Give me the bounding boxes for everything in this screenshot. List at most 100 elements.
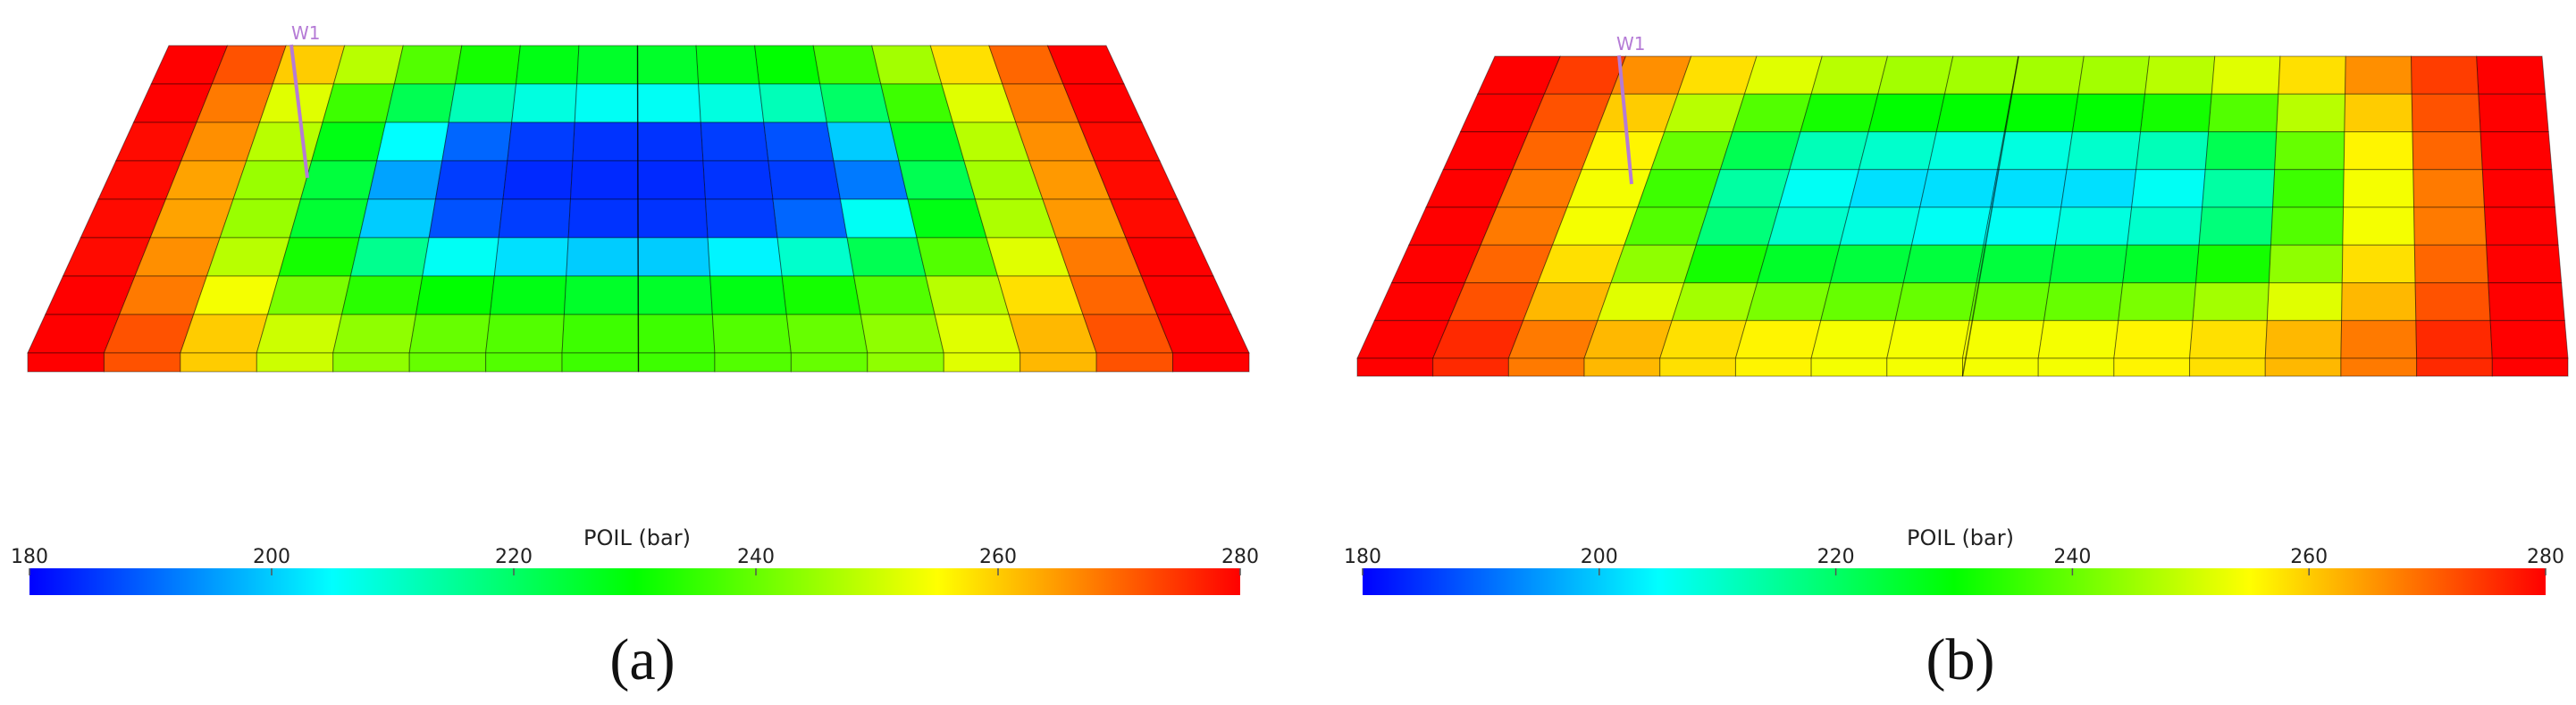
grid-cell (2037, 320, 2119, 359)
grid-cell (2192, 282, 2270, 322)
grid-cell (1877, 55, 1954, 95)
grid-cell (574, 83, 639, 123)
grid-cell (349, 237, 430, 277)
grid-cell (1910, 206, 1992, 246)
grid-side-cell (867, 352, 944, 373)
grid-cell (278, 237, 360, 277)
grid-cell (428, 198, 504, 239)
grid-cell (812, 45, 882, 85)
grid-cell (2413, 206, 2488, 246)
grid-side-cell (2037, 357, 2115, 377)
grid-cell (1695, 206, 1780, 246)
grid-cell (569, 160, 639, 200)
grid-cell (2342, 206, 2415, 246)
grid-side-cell (790, 352, 868, 373)
grid-cell (2410, 55, 2480, 95)
grid-cell (1650, 131, 1733, 171)
grid-cell (2343, 131, 2414, 171)
grid-cell (256, 314, 343, 354)
grid-cell (2345, 55, 2412, 95)
grid-cell (272, 45, 346, 85)
grid-cell (2060, 169, 2137, 208)
grid-cell (2478, 93, 2549, 132)
grid-cell (1156, 314, 1250, 354)
reservoir-grid (1356, 55, 2569, 377)
grid-cell (1919, 169, 1999, 208)
grid-cell (1927, 131, 2005, 171)
grid-cell (1566, 169, 1652, 208)
grid-cell (454, 45, 521, 85)
grid-cell (772, 198, 848, 239)
grid-cell (299, 160, 378, 200)
colorbar-tick-label: 220 (495, 546, 533, 568)
grid-cell (2414, 282, 2491, 322)
grid-cell (833, 160, 909, 200)
grid-cell (1810, 320, 1896, 359)
grid-cell (1624, 206, 1709, 246)
grid-cell (1968, 282, 2051, 322)
grid-side-cell (1095, 352, 1174, 373)
grid-cell (2131, 169, 2206, 208)
grid-cell (1990, 169, 2068, 208)
grid-cell (1767, 206, 1850, 246)
grid-cell (408, 314, 491, 354)
grid-side-cell (2113, 357, 2191, 377)
grid-cell (1849, 169, 1929, 208)
grid-side-cell (2264, 357, 2342, 377)
grid-cell (1935, 93, 2012, 132)
grid-cell (1829, 244, 1913, 283)
grid-side-cell (1432, 357, 1509, 377)
reservoir-grid (27, 45, 1250, 373)
colorbar-title: POIL (bar) (583, 525, 691, 550)
grid-cell (2140, 93, 2212, 132)
grid-cell (2272, 169, 2345, 208)
grid-cell (2486, 244, 2563, 283)
grid-cell (2122, 244, 2200, 283)
grid-side-cell (943, 352, 1021, 373)
grid-cell (1961, 320, 2045, 359)
grid-cell (1637, 169, 1722, 208)
grid-cell (2198, 206, 2274, 246)
grid-cell (134, 237, 221, 277)
grid-cell (2415, 320, 2493, 359)
grid-side-cell (256, 352, 334, 373)
grid-cell (489, 275, 567, 315)
grid-cell (219, 198, 302, 239)
well-trajectory (1617, 55, 1633, 185)
grid-cell (2202, 169, 2276, 208)
colorbar-tick-label: 220 (1817, 546, 1855, 568)
grid-cell (2476, 55, 2547, 95)
grid-cell (2010, 55, 2085, 95)
grid-cell (636, 45, 700, 85)
grid-cell (515, 45, 580, 85)
grid-cell (441, 122, 513, 162)
grid-cell (637, 237, 711, 277)
grid-cell (332, 45, 404, 85)
grid-cell (2413, 244, 2489, 283)
grid-cell (485, 314, 565, 354)
grid-side-cell (561, 352, 639, 373)
grid-side-cell (1356, 357, 1434, 377)
grid-cell (763, 122, 835, 162)
grid-cell (2412, 131, 2483, 171)
grid-cell (289, 198, 369, 239)
grid-side-cell (1583, 357, 1661, 377)
grid-cell (1858, 131, 1937, 171)
grid-cell (695, 45, 760, 85)
grid-cell (1537, 244, 1625, 283)
grid-side-cell (1962, 357, 2039, 377)
grid-cell (925, 275, 1010, 315)
grid-cell (974, 198, 1057, 239)
grid-cell (576, 45, 639, 85)
grid-cell (1867, 93, 1946, 132)
grid-cell (889, 122, 965, 162)
grid-side-cell (2189, 357, 2266, 377)
grid-cell (2343, 169, 2415, 208)
grid-cell (192, 275, 280, 315)
grid-cell (2066, 131, 2142, 171)
grid-cell (698, 83, 765, 123)
colorbar-tick-label: 280 (2527, 546, 2564, 568)
grid-side-cell (638, 352, 716, 373)
grid-cell (704, 198, 778, 239)
